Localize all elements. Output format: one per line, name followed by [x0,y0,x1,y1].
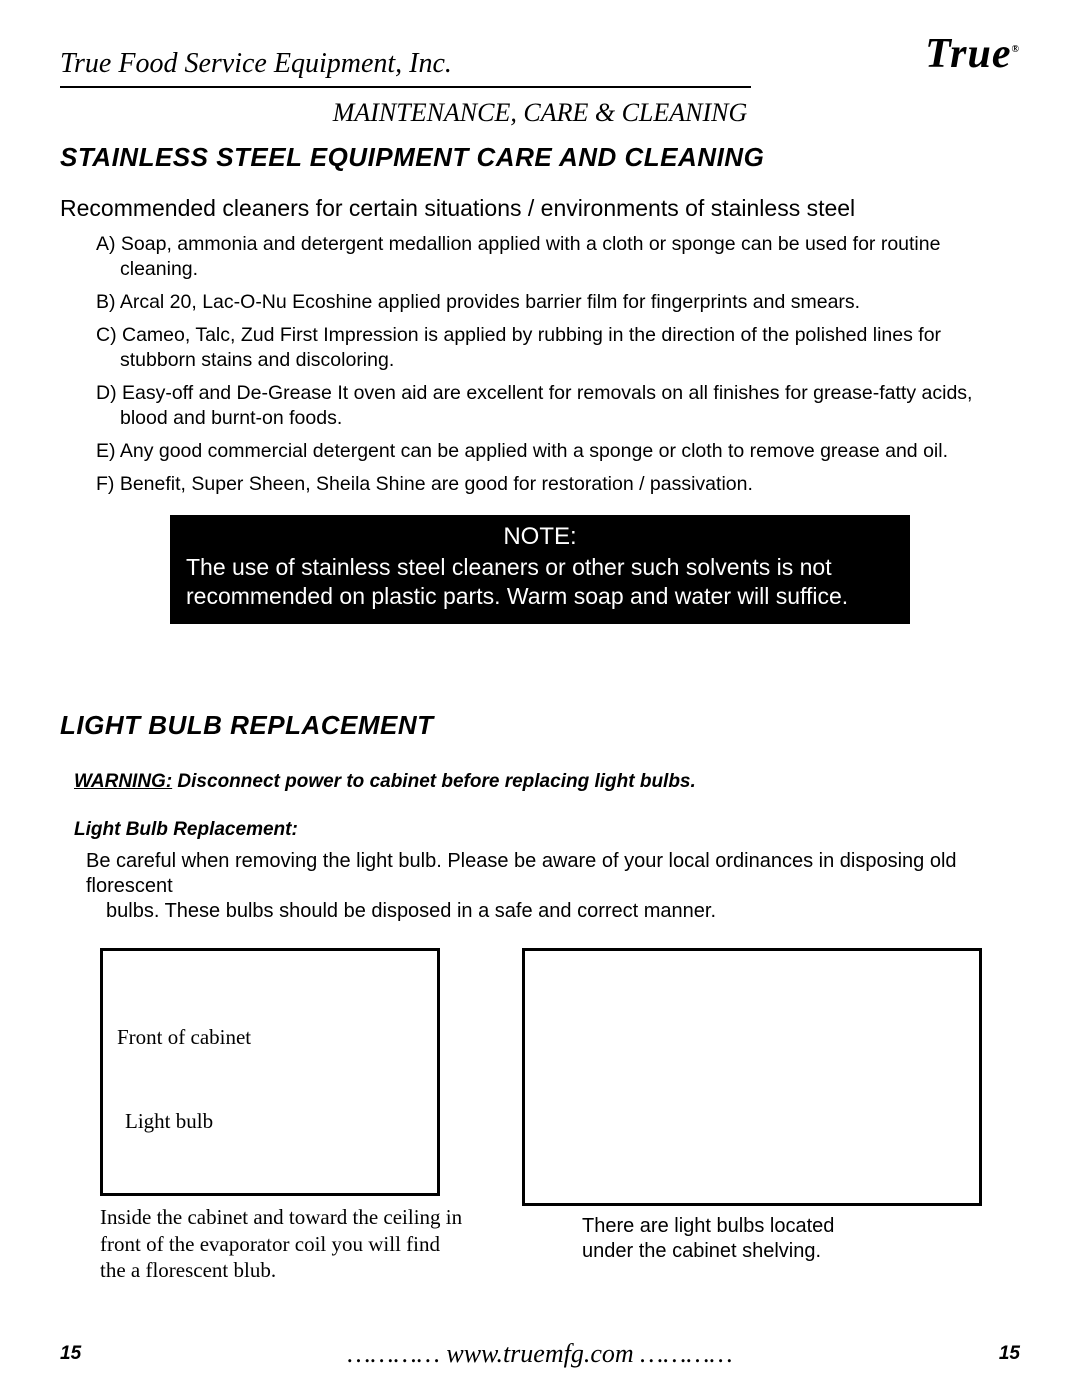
body-paragraph: Be careful when removing the light bulb.… [86,849,1020,924]
body-line2: bulbs. These bulbs should be disposed in… [86,899,1020,924]
page-number-right: 15 [999,1343,1020,1365]
note-title: NOTE: [186,523,894,551]
footer-url: ………… www.truemfg.com ………… [81,1339,999,1369]
warning-label: WARNING: [74,771,172,792]
figure-left-box: Front of cabinet Light bulb [100,948,440,1196]
figure-right-box [522,948,982,1206]
note-box: NOTE: The use of stainless steel cleaner… [170,515,910,625]
list-item: D) Easy-off and De-Grease It oven aid ar… [96,381,1020,431]
logo-text: True [925,31,1011,77]
note-body: The use of stainless steel cleaners or o… [186,553,894,613]
page-header: True Food Service Equipment, Inc. True® [60,32,1020,80]
warning-line: WARNING: Disconnect power to cabinet bef… [74,771,1020,793]
figure-right: There are light bulbs located under the … [522,948,982,1283]
body-line1: Be careful when removing the light bulb.… [86,850,957,897]
heading-stainless: STAINLESS STEEL EQUIPMENT CARE AND CLEAN… [60,142,1020,173]
figure-right-caption: There are light bulbs located under the … [522,1214,882,1264]
figure-left-label-bulb: Light bulb [125,1109,213,1134]
list-item: C) Cameo, Talc, Zud First Impression is … [96,323,1020,373]
heading-lightbulb: LIGHT BULB REPLACEMENT [60,710,1020,741]
brand-logo: True® [925,30,1020,78]
cleaner-list: A) Soap, ammonia and detergent medallion… [60,232,1020,497]
page-number-left: 15 [60,1343,81,1365]
sub-heading: Light Bulb Replacement: [74,819,1020,841]
figure-left-caption: Inside the cabinet and toward the ceilin… [100,1204,470,1283]
list-item: B) Arcal 20, Lac-O-Nu Ecoshine applied p… [96,290,1020,315]
page-footer: 15 ………… www.truemfg.com ………… 15 [0,1339,1080,1369]
figure-left-label-front: Front of cabinet [117,1025,251,1050]
section-subtitle: MAINTENANCE, CARE & CLEANING [60,98,1020,128]
registered-mark-icon: ® [1012,44,1020,55]
company-name: True Food Service Equipment, Inc. [60,48,452,80]
figure-left: Front of cabinet Light bulb Inside the c… [100,948,470,1283]
intro-text: Recommended cleaners for certain situati… [60,195,1020,222]
figure-row: Front of cabinet Light bulb Inside the c… [60,948,1020,1283]
warning-text: Disconnect power to cabinet before repla… [172,771,696,792]
list-item: F) Benefit, Super Sheen, Sheila Shine ar… [96,472,1020,497]
list-item: A) Soap, ammonia and detergent medallion… [96,232,1020,282]
list-item: E) Any good commercial detergent can be … [96,439,1020,464]
header-rule [60,86,751,88]
